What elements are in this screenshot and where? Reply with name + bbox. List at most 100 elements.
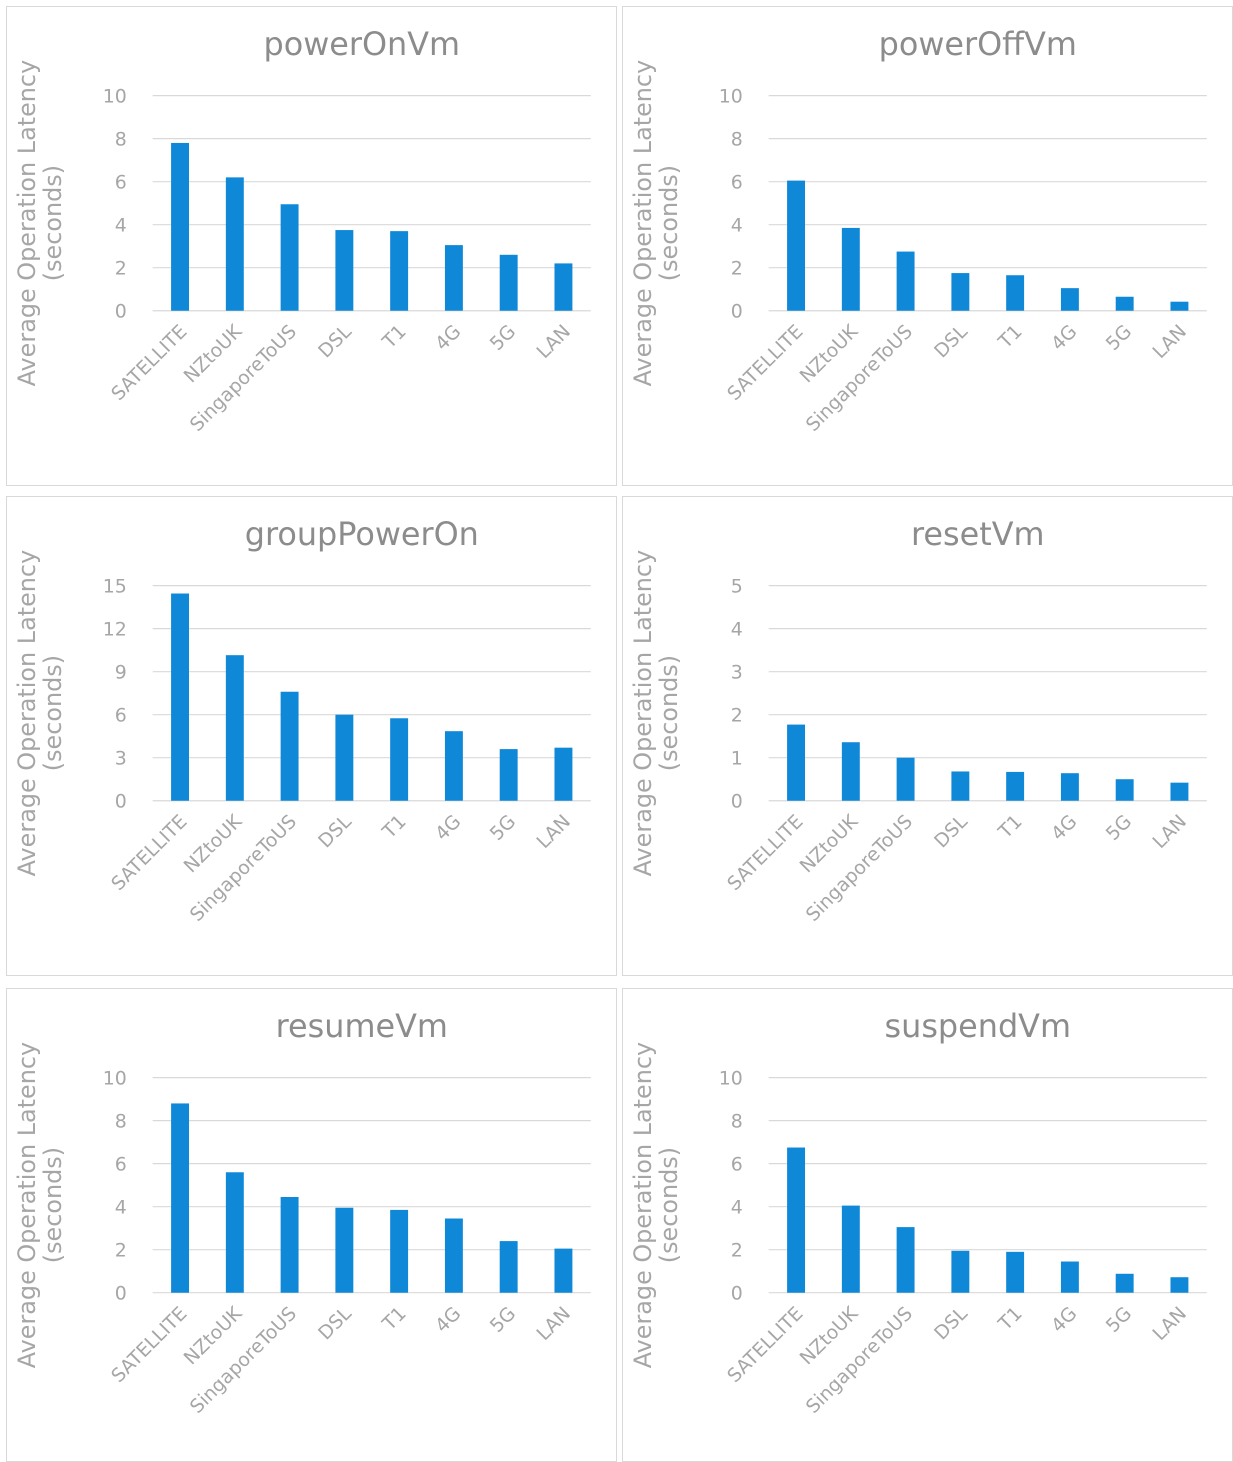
bar-T1 xyxy=(390,231,409,311)
bar-5G xyxy=(1115,779,1134,801)
x-tick-label: 5G xyxy=(486,1303,520,1337)
y-tick-label: 2 xyxy=(731,258,743,280)
x-tick-label: T1 xyxy=(378,1303,411,1336)
x-tick-label: DSL xyxy=(314,320,356,362)
chart-panel-groupPowerOn: groupPowerOn 0 3 6 9 12 15 Average Operation La… xyxy=(6,496,617,976)
bar-SATELLITE xyxy=(787,724,806,801)
y-axis-label: Average Operation Latency(seconds) xyxy=(629,1042,683,1368)
bar-SingaporeToUS xyxy=(280,691,299,801)
y-tick-label: 0 xyxy=(115,301,127,323)
x-tick-label: T1 xyxy=(994,321,1027,354)
x-tick-label: LAN xyxy=(1148,321,1190,363)
x-tick-label: LAN xyxy=(1148,1303,1190,1345)
chart-title: powerOffVm xyxy=(879,25,1077,63)
bar-T1 xyxy=(390,1209,409,1293)
x-tick-label: 5G xyxy=(1102,811,1136,845)
chart-panel-resumeVm: resumeVm 0 2 4 6 8 10 Average Operation Latency… xyxy=(6,988,617,1462)
bar-5G xyxy=(499,1241,518,1293)
y-tick-label: 4 xyxy=(731,1197,743,1219)
y-axis-label-line: (seconds) xyxy=(39,1147,67,1263)
x-tick-label: LAN xyxy=(532,1303,574,1345)
bar-SingaporeToUS xyxy=(896,251,915,311)
bar-NZtoUK xyxy=(841,1205,860,1293)
y-tick-label: 6 xyxy=(731,1154,743,1176)
bar-SingaporeToUS xyxy=(896,757,915,801)
bar-chart-powerOnVm: powerOnVm 0 2 4 6 8 10 Average Operation Latenc… xyxy=(13,25,591,436)
y-tick-label: 0 xyxy=(731,1283,743,1305)
y-axis-label-line: (seconds) xyxy=(39,165,67,281)
bar-LAN xyxy=(1170,782,1189,801)
chart-panel-resetVm: resetVm 0 1 2 3 4 5 Average Operation Latency(s… xyxy=(622,496,1233,976)
bar-DSL xyxy=(951,771,970,801)
bar-SATELLITE xyxy=(171,593,190,801)
bar-DSL xyxy=(335,230,354,311)
y-tick-label: 8 xyxy=(731,129,743,151)
y-tick-label: 8 xyxy=(731,1111,743,1133)
x-tick-label: DSL xyxy=(930,810,972,852)
y-axis-label-line: Average Operation Latency xyxy=(13,550,41,877)
bar-SATELLITE xyxy=(171,1103,190,1293)
y-tick-label: 10 xyxy=(719,1068,743,1090)
bar-SingaporeToUS xyxy=(896,1227,915,1293)
y-tick-label: 15 xyxy=(103,576,127,598)
bar-DSL xyxy=(335,714,354,801)
y-tick-label: 8 xyxy=(115,1111,127,1133)
bar-NZtoUK xyxy=(225,655,244,801)
bar-NZtoUK xyxy=(225,1172,244,1293)
bar-5G xyxy=(499,254,518,311)
y-tick-label: 6 xyxy=(115,172,127,194)
y-tick-label: 12 xyxy=(103,619,127,641)
y-tick-label: 0 xyxy=(115,1283,127,1305)
bar-5G xyxy=(1115,1273,1134,1293)
x-tick-label: SATELLITE xyxy=(723,1303,807,1387)
bar-T1 xyxy=(1006,275,1025,311)
bar-chart-groupPowerOn: groupPowerOn 0 3 6 9 12 15 Average Operation La… xyxy=(13,515,591,926)
y-axis-label-line: (seconds) xyxy=(655,165,683,281)
x-tick-label: 4G xyxy=(431,811,465,845)
bar-chart-suspendVm: suspendVm 0 2 4 6 8 10 Average Operation Latenc… xyxy=(629,1007,1207,1418)
x-tick-label: DSL xyxy=(930,320,972,362)
bar-SATELLITE xyxy=(787,180,806,311)
y-tick-label: 6 xyxy=(115,705,127,727)
y-tick-label: 10 xyxy=(103,1068,127,1090)
y-tick-label: 0 xyxy=(731,791,743,813)
y-tick-label: 2 xyxy=(115,258,127,280)
y-tick-label: 0 xyxy=(731,301,743,323)
y-tick-label: 5 xyxy=(731,576,743,598)
x-tick-label: LAN xyxy=(532,321,574,363)
y-tick-label: 2 xyxy=(731,705,743,727)
x-tick-label: 4G xyxy=(1047,321,1081,355)
y-tick-label: 9 xyxy=(115,662,127,684)
y-axis-label: Average Operation Latency(seconds) xyxy=(13,1042,67,1368)
y-axis-label: Average Operation Latency(seconds) xyxy=(629,550,683,877)
y-tick-label: 0 xyxy=(115,791,127,813)
x-tick-label: T1 xyxy=(994,811,1027,844)
bar-DSL xyxy=(335,1207,354,1293)
chart-title: powerOnVm xyxy=(264,25,461,63)
y-tick-label: 10 xyxy=(719,86,743,108)
x-tick-label: SATELLITE xyxy=(723,811,807,895)
y-tick-label: 6 xyxy=(115,1154,127,1176)
bar-4G xyxy=(1060,1261,1079,1293)
y-axis-label-line: (seconds) xyxy=(39,655,67,771)
y-axis-label: Average Operation Latency(seconds) xyxy=(13,550,67,877)
chart-title: resumeVm xyxy=(276,1007,448,1045)
chart-panel-suspendVm: suspendVm 0 2 4 6 8 10 Average Operation Latenc… xyxy=(622,988,1233,1462)
x-tick-label: 4G xyxy=(431,1303,465,1337)
bar-T1 xyxy=(1006,1251,1025,1293)
y-axis-label-line: Average Operation Latency xyxy=(629,60,657,387)
x-tick-label: T1 xyxy=(994,1303,1027,1336)
bar-NZtoUK xyxy=(225,177,244,311)
y-tick-label: 4 xyxy=(115,1197,127,1219)
y-tick-label: 4 xyxy=(731,215,743,237)
y-tick-label: 4 xyxy=(731,619,743,641)
x-tick-label: 5G xyxy=(1102,321,1136,355)
y-axis-label: Average Operation Latency(seconds) xyxy=(629,60,683,387)
bar-T1 xyxy=(1006,771,1025,801)
bar-chart-resumeVm: resumeVm 0 2 4 6 8 10 Average Operation Latency… xyxy=(13,1007,591,1418)
y-axis-label-line: Average Operation Latency xyxy=(13,1042,41,1368)
bar-chart-resetVm: resetVm 0 1 2 3 4 5 Average Operation Latency(s… xyxy=(629,515,1207,926)
bar-T1 xyxy=(390,718,409,801)
chart-title: groupPowerOn xyxy=(245,515,479,553)
y-tick-label: 3 xyxy=(115,748,127,770)
